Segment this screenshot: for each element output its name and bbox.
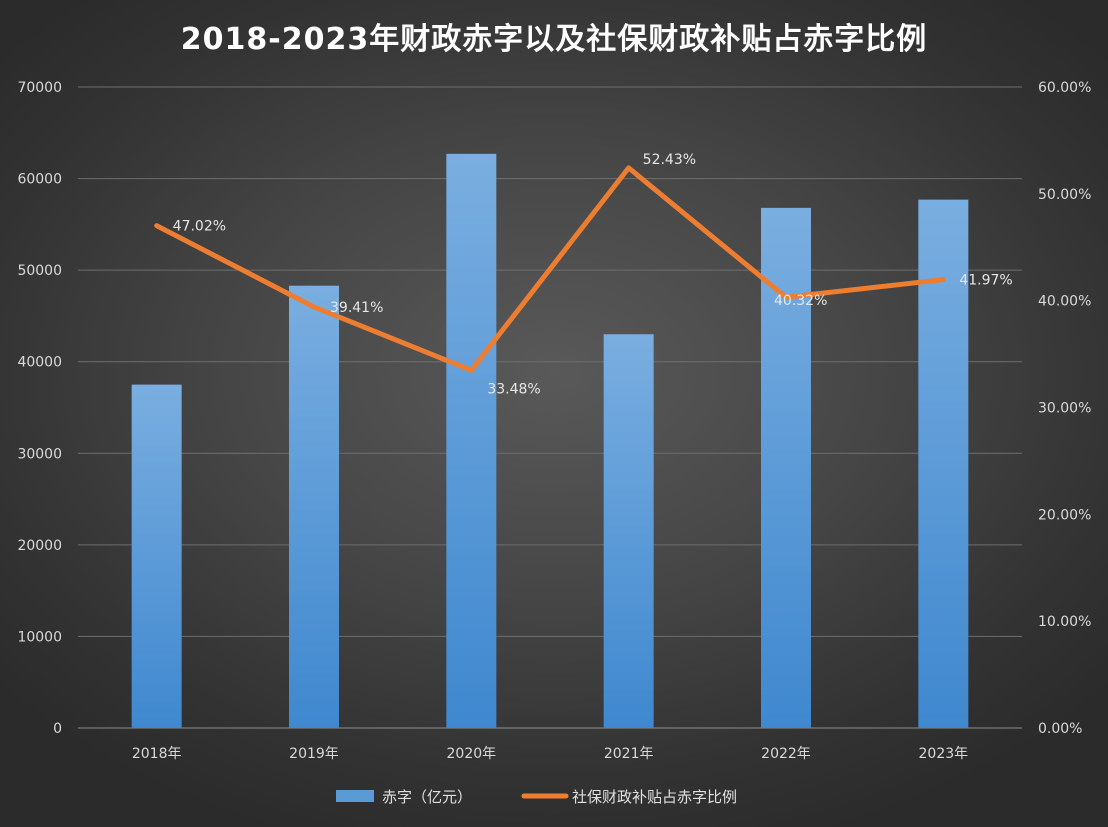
- right-tick-label: 40.00%: [1038, 294, 1091, 310]
- bar: [918, 199, 969, 728]
- data-label: 47.02%: [173, 219, 226, 235]
- data-label: 52.43%: [643, 152, 696, 168]
- right-tick-label: 50.00%: [1038, 187, 1091, 203]
- left-tick-label: 10000: [17, 629, 62, 645]
- left-tick-label: 70000: [17, 80, 62, 96]
- legend-line-label: 社保财政补贴占赤字比例: [572, 788, 737, 806]
- right-y-axis: 0.00% 10.00% 20.00% 30.00% 40.00% 50.00% 60.00…: [1038, 80, 1091, 737]
- right-tick-label: 0.00%: [1038, 721, 1082, 737]
- left-tick-label: 40000: [17, 355, 62, 371]
- x-axis: 2018年 2019年 2020年 2021年 2022年 2023年: [132, 746, 968, 762]
- line-series: [154, 165, 946, 373]
- x-tick-label: 2020年: [447, 746, 497, 762]
- left-y-axis: 0 10000 20000 30000 40000 50000 60000 70000: [17, 80, 62, 737]
- bar: [603, 334, 654, 728]
- ratio-line: [154, 165, 946, 373]
- x-tick-label: 2019年: [289, 746, 339, 762]
- x-tick-label: 2018年: [132, 746, 182, 762]
- right-tick-label: 10.00%: [1038, 614, 1091, 630]
- right-tick-label: 60.00%: [1038, 80, 1091, 96]
- bar: [131, 384, 182, 728]
- bar-series: [131, 153, 969, 729]
- left-tick-label: 0: [53, 721, 62, 737]
- data-label: 33.48%: [487, 381, 540, 397]
- right-tick-label: 20.00%: [1038, 507, 1091, 523]
- gridlines: [78, 86, 1022, 729]
- x-tick-label: 2022年: [761, 746, 811, 762]
- left-tick-label: 30000: [17, 446, 62, 462]
- left-tick-label: 20000: [17, 538, 62, 554]
- left-tick-label: 60000: [17, 172, 62, 188]
- x-tick-label: 2021年: [604, 746, 654, 762]
- bar: [289, 285, 339, 728]
- left-tick-label: 50000: [17, 263, 62, 279]
- chart-title: 2018-2023年财政赤字以及社保财政补贴占赤字比例: [180, 22, 928, 57]
- data-labels: 47.02% 39.41% 33.48% 52.43% 40.32% 41.97%: [173, 152, 1013, 397]
- right-tick-label: 30.00%: [1038, 401, 1091, 417]
- legend-bar-swatch: [336, 790, 374, 802]
- data-label: 40.32%: [774, 293, 827, 309]
- data-label: 41.97%: [959, 273, 1012, 289]
- bar: [446, 153, 497, 728]
- legend: 赤字（亿元） 社保财政补贴占赤字比例: [336, 788, 737, 806]
- x-tick-label: 2023年: [919, 746, 969, 762]
- legend-bar-label: 赤字（亿元）: [382, 788, 472, 806]
- data-label: 39.41%: [330, 300, 383, 316]
